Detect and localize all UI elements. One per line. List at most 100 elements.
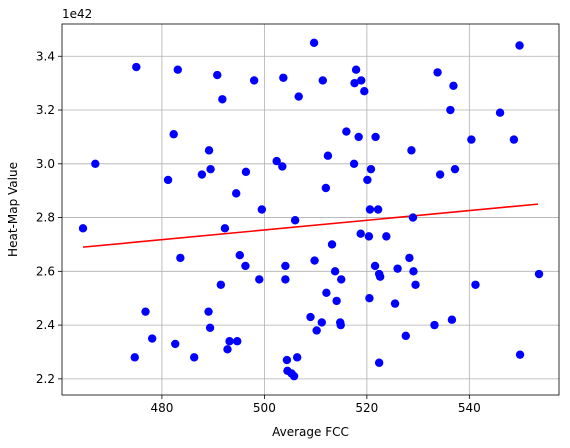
data-point — [91, 159, 100, 168]
data-point — [281, 261, 290, 271]
data-point — [292, 353, 302, 362]
data-point — [515, 350, 525, 359]
data-point — [446, 105, 455, 115]
plot-frame — [61, 23, 560, 396]
data-point — [130, 353, 139, 362]
y-tick-label: 2.4 — [36, 318, 55, 332]
data-point — [450, 164, 460, 174]
data-point — [312, 326, 321, 335]
axis-ticks: 480 500 520 540 2.2 2.4 2.6 2.8 3.0 3.2 3.4 — [36, 49, 481, 415]
data-point — [374, 358, 384, 367]
data-point — [322, 288, 331, 298]
data-points — [78, 38, 544, 381]
data-point — [382, 232, 391, 241]
data-point — [281, 275, 290, 284]
data-point — [467, 135, 476, 144]
x-tick-label: 500 — [253, 401, 276, 415]
data-point — [197, 170, 207, 179]
data-point — [409, 267, 418, 276]
data-point — [289, 371, 299, 381]
data-point — [169, 130, 178, 139]
data-point — [370, 261, 380, 271]
data-point — [356, 229, 365, 238]
data-point — [534, 269, 544, 279]
x-tick-label: 520 — [355, 401, 378, 415]
data-point — [318, 76, 327, 85]
data-point — [495, 108, 505, 117]
data-point — [249, 76, 259, 85]
x-axis-label: Average FCC — [272, 425, 349, 439]
data-point — [357, 76, 366, 85]
data-point — [363, 175, 372, 185]
data-point — [282, 355, 292, 365]
data-point — [411, 280, 420, 289]
data-point — [218, 95, 227, 104]
x-tick-label: 540 — [458, 401, 481, 415]
data-point — [204, 146, 214, 155]
y-tick-label: 3.2 — [36, 103, 55, 117]
y-tick-label: 2.8 — [36, 211, 55, 225]
data-point — [204, 307, 213, 316]
data-point — [364, 232, 374, 241]
data-point — [337, 275, 346, 284]
data-point — [309, 38, 319, 48]
data-point — [205, 323, 215, 332]
data-point — [408, 213, 418, 222]
data-point — [241, 167, 251, 177]
data-point — [433, 68, 442, 77]
data-point — [509, 135, 519, 144]
y-tick-label: 2.2 — [36, 372, 55, 386]
data-point — [360, 87, 369, 96]
data-point — [430, 320, 439, 330]
data-point — [323, 151, 333, 160]
data-point — [393, 264, 402, 273]
data-point — [294, 92, 303, 101]
data-point — [401, 331, 411, 341]
grid — [62, 24, 559, 395]
data-point — [290, 216, 300, 225]
data-point — [321, 183, 331, 193]
data-point — [375, 272, 385, 281]
data-point — [327, 240, 337, 249]
data-point — [365, 294, 374, 303]
x-tick-label: 480 — [150, 401, 173, 415]
data-point — [349, 159, 359, 168]
data-point — [371, 132, 380, 142]
data-point — [350, 78, 359, 88]
data-point — [206, 164, 215, 174]
data-point — [317, 318, 326, 327]
trendline — [82, 203, 539, 248]
data-point — [407, 146, 416, 155]
y-tick-label: 3.0 — [36, 157, 55, 171]
data-point — [435, 170, 445, 179]
data-point — [147, 334, 157, 343]
data-point — [447, 315, 457, 324]
data-point — [310, 256, 319, 265]
data-point — [255, 275, 264, 284]
y-tick-label: 2.6 — [36, 264, 55, 278]
data-point — [132, 62, 141, 72]
data-point — [141, 307, 150, 316]
data-point — [365, 205, 375, 214]
data-point — [278, 162, 287, 171]
data-point — [351, 65, 361, 74]
data-point — [330, 267, 340, 276]
data-point — [220, 224, 230, 233]
data-point — [272, 156, 281, 166]
data-point — [354, 132, 363, 142]
y-axis-label: Heat-Map Value — [6, 162, 20, 257]
data-point — [449, 81, 458, 91]
data-point — [163, 175, 173, 185]
data-point — [306, 312, 315, 322]
data-point — [173, 65, 182, 74]
y-axis-offset-label: 1e42 — [62, 7, 92, 21]
data-point — [176, 253, 185, 263]
data-point — [390, 299, 400, 308]
data-point — [405, 253, 414, 263]
data-point — [471, 280, 480, 289]
data-point — [225, 337, 234, 346]
y-tick-label: 3.4 — [36, 49, 55, 63]
data-point — [223, 345, 232, 354]
